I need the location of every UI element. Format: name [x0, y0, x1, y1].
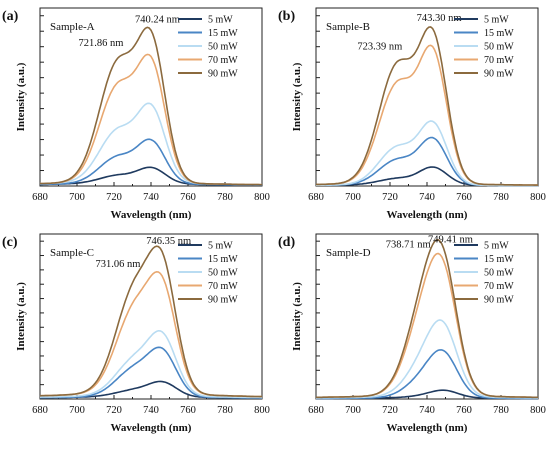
x-tick-label: 680: [308, 405, 324, 416]
x-axis-title: Wavelength (nm): [387, 422, 468, 434]
x-tick-label: 800: [530, 405, 546, 416]
peak-annotation: 738.71 nm: [386, 240, 431, 251]
series-line-90mw: [39, 26, 262, 186]
sample-label: Sample-A: [50, 21, 95, 33]
x-tick-label: 680: [308, 192, 324, 203]
legend-label: 5 mW: [208, 241, 233, 252]
x-tick-label: 760: [456, 192, 472, 203]
legend-label: 50 mW: [484, 42, 514, 53]
series-line-50mw: [39, 329, 262, 399]
x-tick-label: 800: [530, 192, 546, 203]
x-tick-label: 780: [493, 405, 509, 416]
x-tick-label: 700: [69, 405, 85, 416]
series-line-50mw: [316, 120, 538, 187]
y-axis-title: Intensity (a.u.): [15, 62, 27, 131]
x-tick-label: 720: [382, 405, 398, 416]
x-tick-label: 720: [106, 405, 122, 416]
x-tick-label: 700: [345, 192, 361, 203]
legend-label: 15 mW: [208, 28, 238, 39]
x-axis-title: Wavelength (nm): [111, 422, 192, 434]
series-line-90mw: [316, 26, 538, 186]
series-line-50mw: [39, 102, 262, 186]
x-tick-label: 740: [419, 192, 435, 203]
x-tick-label: 720: [382, 192, 398, 203]
legend-label: 15 mW: [484, 254, 514, 265]
legend-label: 70 mW: [208, 281, 238, 292]
legend-label: 5 mW: [484, 241, 509, 252]
peak-annotation: 746.35 nm: [146, 236, 191, 247]
x-tick-label: 720: [106, 192, 122, 203]
x-tick-label: 760: [180, 405, 196, 416]
legend-label: 15 mW: [208, 254, 238, 265]
x-axis-title: Wavelength (nm): [387, 209, 468, 221]
legend-label: 50 mW: [208, 42, 238, 53]
legend-label: 50 mW: [484, 268, 514, 279]
chart-panel-d: (d) 680 700 720 740 760 780 800 Wavelength (nm) I…: [278, 233, 546, 434]
chart-panel-c: (c) 680 700 720 740 760 780 800 Wavelength (nm) I…: [2, 233, 270, 434]
x-tick-label: 780: [217, 192, 233, 203]
x-tick-label: 740: [419, 405, 435, 416]
legend-label: 70 mW: [484, 281, 514, 292]
chart-panel-b: (b) 680 700 720 740 760 780 800 Wavelength (nm) I…: [278, 7, 546, 221]
y-axis-title: Intensity (a.u.): [291, 62, 303, 131]
chart-panel-a: (a) 680 700 720 740 760 780 800 Wavelength (nm) I…: [2, 7, 270, 221]
x-tick-label: 740: [143, 405, 159, 416]
sample-label: Sample-B: [326, 21, 370, 33]
x-tick-label: 700: [69, 192, 85, 203]
panel-label: (c): [2, 235, 18, 250]
x-tick-label: 700: [345, 405, 361, 416]
x-tick-label: 760: [456, 405, 472, 416]
legend-label: 5 mW: [484, 15, 509, 26]
sample-label: Sample-D: [326, 247, 371, 259]
legend-label: 70 mW: [484, 55, 514, 66]
peak-annotation: 743.30 nm: [417, 13, 462, 24]
y-axis-title: Intensity (a.u.): [291, 282, 303, 351]
series-line-15mw: [40, 346, 263, 399]
peak-annotation: 740.24 nm: [135, 15, 180, 26]
peak-annotation: 749.41 nm: [428, 235, 473, 246]
legend-label: 50 mW: [208, 268, 238, 279]
series-line-70mw: [316, 44, 538, 186]
x-tick-label: 780: [217, 405, 233, 416]
legend-label: 5 mW: [208, 15, 233, 26]
x-axis-title: Wavelength (nm): [111, 209, 192, 221]
peak-annotation: 721.86 nm: [79, 38, 124, 49]
sample-label: Sample-C: [50, 247, 94, 259]
legend-label: 90 mW: [208, 69, 238, 80]
peak-annotation: 731.06 nm: [96, 259, 141, 270]
x-tick-label: 680: [32, 405, 48, 416]
panel-label: (a): [2, 9, 19, 24]
series-line-90mw: [39, 245, 262, 398]
series-line-90mw: [316, 238, 538, 399]
x-tick-label: 800: [254, 405, 270, 416]
x-tick-label: 740: [143, 192, 159, 203]
legend-label: 90 mW: [208, 295, 238, 306]
peak-annotation: 723.39 nm: [357, 41, 402, 52]
y-axis-title: Intensity (a.u.): [15, 282, 27, 351]
series-line-50mw: [316, 319, 538, 399]
legend-label: 90 mW: [484, 295, 514, 306]
x-tick-label: 800: [254, 192, 270, 203]
series-line-15mw: [316, 136, 538, 187]
x-tick-label: 780: [493, 192, 509, 203]
series-line-15mw: [316, 349, 538, 400]
x-tick-label: 680: [32, 192, 48, 203]
x-tick-label: 760: [180, 192, 196, 203]
legend-label: 15 mW: [484, 28, 514, 39]
legend-label: 70 mW: [208, 55, 238, 66]
legend-label: 90 mW: [484, 69, 514, 80]
panel-label: (d): [278, 235, 295, 250]
panel-label: (b): [278, 9, 295, 24]
